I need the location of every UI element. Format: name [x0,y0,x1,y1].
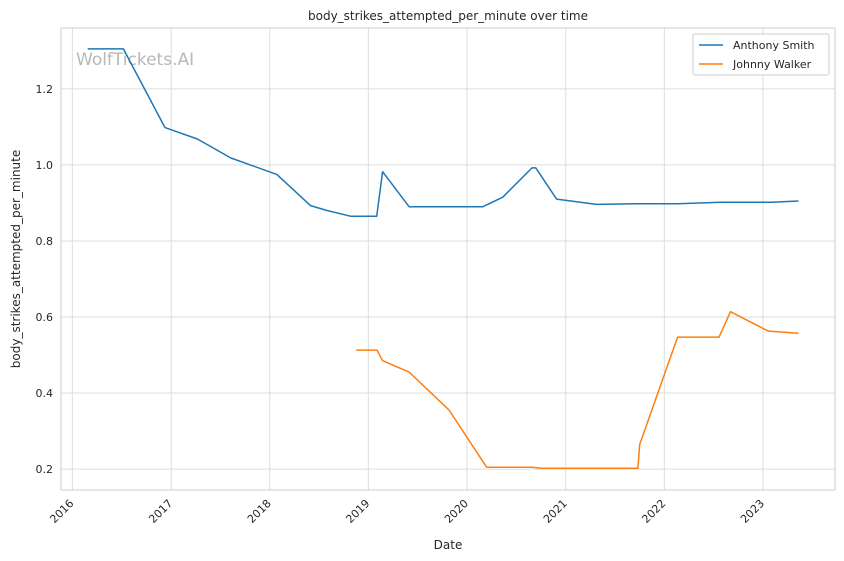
plot-area [61,28,835,490]
x-tick-label: 2020 [442,497,471,526]
watermark: WolfTickets.AI [76,50,194,70]
series-line-johnny-walker [356,310,799,470]
chart-title: body_strikes_attempted_per_minute over t… [308,9,588,23]
x-tick-label: 2023 [738,497,767,526]
legend-label-anthony-smith: Anthony Smith [733,39,815,52]
x-tick-label: 2016 [47,497,76,526]
y-tick-label: 0.4 [36,387,54,400]
x-tick-label: 2021 [541,497,570,526]
series-layer [87,48,799,470]
y-tick-label: 1.2 [36,83,54,96]
x-tick-label: 2022 [639,497,668,526]
y-tick-label: 0.2 [36,463,54,476]
legend-box [692,33,830,76]
grid-lines [61,28,835,490]
y-tick-label: 0.6 [36,311,54,324]
x-tick-labels: 2016 2017 2018 2019 2020 2021 2022 2023 [47,497,767,526]
legend: Anthony Smith Johnny Walker [692,33,830,76]
x-axis-title: Date [434,538,463,552]
legend-label-johnny-walker: Johnny Walker [732,58,812,71]
y-axis-title: body_strikes_attempted_per_minute [9,150,23,368]
plot-frame [60,27,836,491]
y-tick-labels: 0.2 0.4 0.6 0.8 1.0 1.2 [36,83,54,476]
x-tick-label: 2018 [245,497,274,526]
y-tick-label: 0.8 [36,235,54,248]
series-line-anthony-smith [87,48,799,217]
x-tick-label: 2017 [146,497,175,526]
y-tick-label: 1.0 [36,159,54,172]
x-tick-label: 2019 [343,497,372,526]
